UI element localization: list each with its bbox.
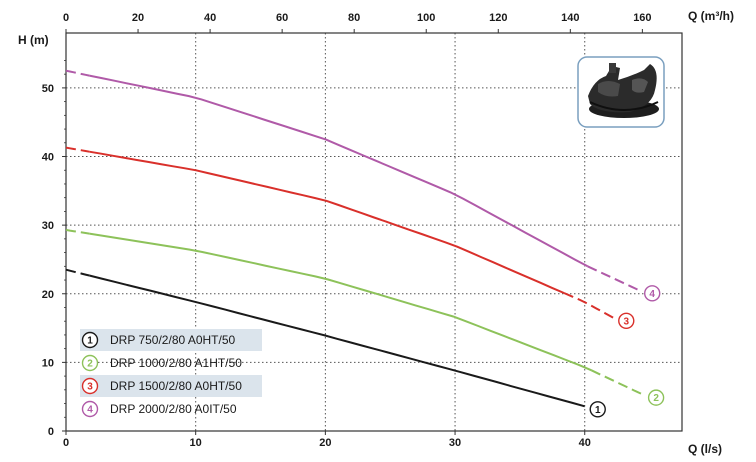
- curve-end-marker-label: 1: [595, 405, 601, 416]
- curve-solid: [89, 232, 592, 372]
- x-tick-label-top: 20: [132, 12, 144, 24]
- pump-curves: 1 2 3 4: [65, 69, 665, 418]
- curve-dashed-end: [563, 292, 614, 319]
- pump-curve-4: 4: [65, 69, 661, 302]
- x-tick-label-top: 140: [561, 12, 579, 24]
- curve-dashed-start: [65, 268, 90, 277]
- legend-marker-label: 4: [87, 405, 93, 416]
- axes: [62, 29, 683, 435]
- x-tick-label-top: 0: [63, 12, 69, 24]
- x-tick-label-bottom: 10: [190, 437, 202, 449]
- y-axis-title: H (m): [18, 33, 49, 47]
- pump-curve-2: 2: [65, 228, 665, 406]
- x-tick-label-top: 100: [417, 12, 435, 24]
- curve-end-marker: [618, 312, 635, 329]
- y-tick-label: 0: [48, 426, 54, 438]
- curve-end-marker: [644, 285, 661, 302]
- curve-end-marker: [647, 389, 665, 406]
- curve-dashed-end: [590, 369, 644, 396]
- legend-entry: DRP 2000/2/80 A0IT/50: [110, 402, 237, 416]
- pump-product-icon: [577, 56, 665, 128]
- tick-labels: 0 10 20 30 40 0 20 40 60 80 100 120 140 160 0 10 20 30 40 5…: [42, 12, 652, 449]
- curve-dashed-start: [65, 228, 90, 235]
- y-tick-label: 30: [42, 220, 54, 232]
- x-tick-label-bottom: 0: [63, 437, 69, 449]
- x-tick-label-top: 60: [276, 12, 288, 24]
- legend-marker-label: 2: [87, 359, 93, 370]
- y-tick-label: 20: [42, 289, 54, 301]
- legend-marker-label: 3: [87, 382, 93, 393]
- x-tick-label-top: 80: [348, 12, 360, 24]
- legend-row-band: [80, 375, 262, 397]
- curve-end-marker: [589, 401, 606, 418]
- legend-marker-label: 1: [87, 336, 93, 347]
- plot-frame: [65, 32, 683, 432]
- curve-end-marker-label: 3: [623, 316, 629, 327]
- legend-entry: DRP 1500/2/80 A0HT/50: [110, 379, 242, 393]
- curve-dashed-end: [587, 265, 640, 292]
- legend-entry: DRP 750/2/80 A0HT/50: [110, 333, 236, 347]
- legend-marker: [81, 331, 99, 349]
- legend-row-band: [80, 329, 262, 351]
- x-tick-label-bottom: 40: [579, 437, 591, 449]
- curve-end-marker-label: 4: [649, 289, 655, 300]
- legend-marker: [81, 400, 99, 418]
- y-tick-label: 50: [42, 83, 54, 95]
- pump-curve-1: 1: [65, 268, 606, 418]
- curve-solid: [89, 274, 585, 408]
- y-tick-label: 10: [42, 357, 54, 369]
- x-tick-label-top: 160: [633, 12, 651, 24]
- x-tick-label-top: 40: [204, 12, 216, 24]
- curve-solid: [89, 74, 589, 268]
- x-tick-label-bottom: 30: [449, 437, 461, 449]
- y-tick-label: 40: [42, 152, 54, 164]
- curve-dashed-start: [65, 146, 90, 153]
- curve-solid: [89, 150, 565, 294]
- x-tick-label-top: 120: [489, 12, 507, 24]
- x-axis-title-top: Q (m³/h): [688, 9, 734, 23]
- curve-dashed-start: [65, 69, 90, 77]
- x-axis-title-bottom: Q (l/s): [688, 442, 722, 456]
- pump-curve-3: 3: [65, 146, 635, 329]
- x-tick-label-bottom: 20: [319, 437, 331, 449]
- legend-entry: DRP 1000/2/80 A1HT/50: [110, 356, 242, 370]
- legend-marker: [81, 354, 99, 372]
- legend-marker: [81, 377, 99, 395]
- curve-end-marker-label: 2: [653, 393, 659, 404]
- legend: 1 DRP 750/2/80 A0HT/50 2 DRP 1000/2/80 A1HT…: [80, 329, 262, 418]
